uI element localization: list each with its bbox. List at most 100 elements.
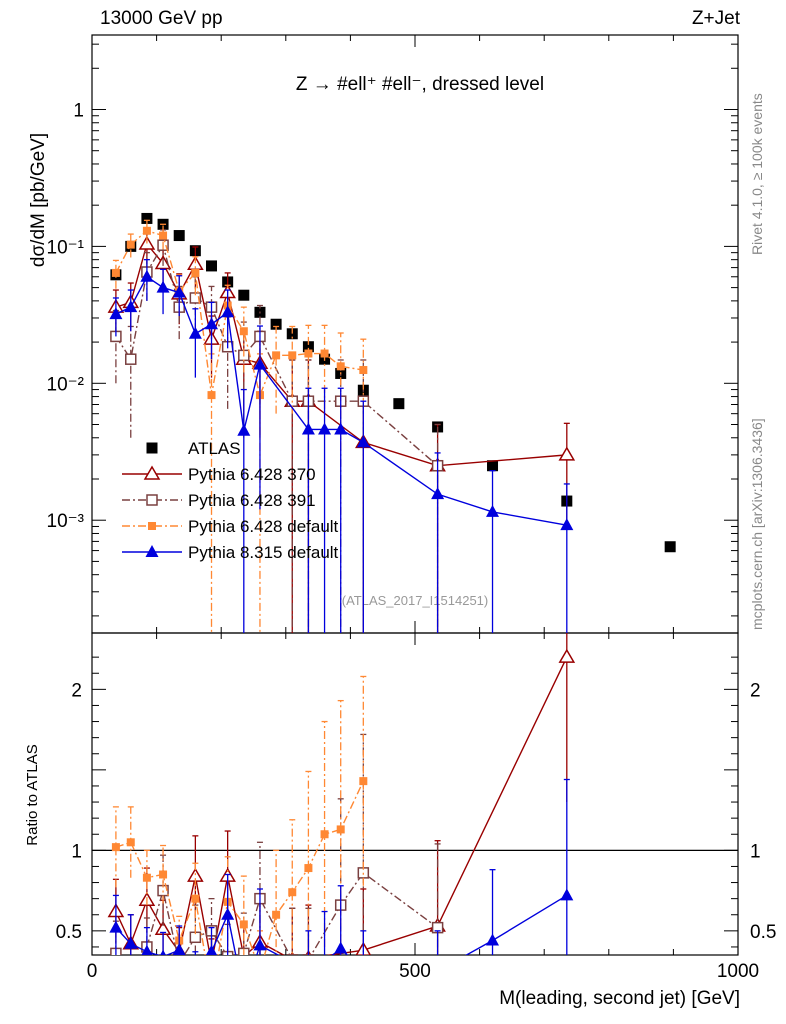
data-point-atlas xyxy=(302,341,314,353)
data-point-pythia-8-315-default xyxy=(109,307,123,320)
data-point-atlas xyxy=(206,260,218,272)
legend-item-atlas: ATLAS xyxy=(146,439,241,458)
y-axis-label: dσ/dM [pb/GeV] xyxy=(28,133,49,267)
data-point-pythia-6-428-default xyxy=(126,240,135,249)
ratio-point-pythia-6-428-default xyxy=(142,873,151,882)
rivet-version-label: Rivet 4.1.0, ≥ 100k events xyxy=(749,93,765,255)
mcplots-source-label: mcplots.cern.ch [arXiv:1306.3436] xyxy=(749,418,765,630)
ratio-point-pythia-6-428-default xyxy=(239,920,248,929)
ratio-series-pythia-6-428-default xyxy=(111,675,368,955)
data-point-atlas xyxy=(270,318,282,330)
data-point-pythia-8-315-default xyxy=(253,357,267,370)
x-tick-label: 500 xyxy=(399,961,431,982)
legend-label-pythia-8-315-default: Pythia 8.315 default xyxy=(188,543,339,562)
ratio-point-pythia-8-315-default xyxy=(302,964,315,976)
data-point-pythia-8-315-default xyxy=(486,504,500,517)
ratio-point-pythia-6-428-default xyxy=(191,894,200,903)
data-point-pythia-8-315-default xyxy=(188,326,202,339)
data-point-pythia-6-428-370 xyxy=(558,446,576,461)
legend-label-atlas: ATLAS xyxy=(188,439,241,458)
y-tick-label: 10⁻² xyxy=(47,374,85,395)
data-point-pythia-6-428-default xyxy=(207,391,216,400)
ratio-point-pythia-8-315-default xyxy=(486,933,500,946)
data-point-pythia-8-315-default xyxy=(140,269,154,282)
ratio-point-pythia-8-315-default xyxy=(560,888,574,901)
data-point-pythia-6-428-default xyxy=(239,327,248,336)
data-point-atlas xyxy=(487,460,499,472)
header-process-label: Z+Jet xyxy=(692,8,741,29)
data-point-pythia-6-428-default xyxy=(336,362,345,371)
ratio-point-pythia-8-315-default xyxy=(431,964,444,976)
data-point-atlas xyxy=(286,328,298,340)
data-point-atlas xyxy=(238,289,250,301)
ratio-point-pythia-8-315-default xyxy=(324,954,325,955)
legend: ATLAS Pythia 6.428 370 Pythia 6.428 391 Pyt… xyxy=(122,439,339,562)
ratio-point-pythia-8-315-default xyxy=(189,964,202,976)
data-point-pythia-6-428-default xyxy=(359,366,368,375)
ratio-y-tick-label-right: 2 xyxy=(750,680,761,701)
ratio-clip-group xyxy=(107,633,576,992)
ratio-y-tick-label: 0.5 xyxy=(56,922,82,943)
data-point-atlas xyxy=(173,230,185,242)
data-point-pythia-8-315-default xyxy=(560,518,574,531)
legend-marker-pythia-8-315-default xyxy=(145,545,159,557)
ratio-y-tick-label: 1 xyxy=(71,841,82,862)
data-point-pythia-8-315-default xyxy=(172,285,186,298)
legend-item-pythia-6-428-370: Pythia 6.428 370 xyxy=(122,465,316,484)
legend-item-pythia-6-428-391: Pythia 6.428 391 xyxy=(122,491,316,510)
y-tick-label: 10⁻³ xyxy=(47,511,85,532)
data-point-pythia-8-315-default xyxy=(237,423,251,436)
ratio-point-pythia-6-428-default xyxy=(320,830,329,839)
chart-title: Z → #ell⁺ #ell⁻, dressed level xyxy=(296,74,544,95)
ratio-point-pythia-8-315-default xyxy=(172,943,186,955)
data-point-pythia-8-315-default xyxy=(356,435,370,448)
legend-label-pythia-6-428-default: Pythia 6.428 default xyxy=(188,517,339,536)
data-point-pythia-8-315-default xyxy=(156,280,170,293)
y-tick-label: 1 xyxy=(73,100,84,121)
legend-marker-pythia-6-428-370 xyxy=(143,465,161,480)
series-line-pythia-6-428-default xyxy=(115,230,364,398)
main-clip-group xyxy=(107,212,676,633)
ratio-point-pythia-6-428-391 xyxy=(126,982,136,992)
ratio-point-pythia-8-315-default xyxy=(334,941,348,954)
legend-marker-pythia-6-428-default xyxy=(148,522,156,530)
axis-ticks xyxy=(91,35,739,955)
ratio-point-pythia-8-315-default xyxy=(160,949,166,955)
ratio-point-pythia-6-428-default xyxy=(159,870,168,879)
ratio-point-pythia-6-428-391 xyxy=(302,954,315,955)
ratio-plot-series xyxy=(107,633,576,992)
ratio-point-pythia-6-428-default xyxy=(304,864,313,873)
legend-label-pythia-6-428-370: Pythia 6.428 370 xyxy=(188,465,316,484)
ratio-point-pythia-8-315-default xyxy=(109,920,123,933)
data-point-pythia-8-315-default xyxy=(334,422,348,435)
analysis-label: (ATLAS_2017_I1514251) xyxy=(342,593,488,608)
legend-marker-atlas xyxy=(146,442,158,454)
ratio-point-pythia-6-428-default xyxy=(288,888,297,897)
x-tick-label: 1000 xyxy=(717,961,759,982)
ratio-point-pythia-6-428-370 xyxy=(558,648,576,663)
data-point-pythia-8-315-default xyxy=(221,305,235,318)
header-energy-label: 13000 GeV pp xyxy=(100,8,223,29)
ratio-point-pythia-6-428-default xyxy=(359,777,368,786)
ratio-point-pythia-6-428-default xyxy=(272,910,281,919)
ratio-y-tick-label-right: 1 xyxy=(750,841,761,862)
ratio-point-pythia-8-315-default xyxy=(205,944,218,955)
ratio-line-pythia-6-428-default xyxy=(115,780,364,955)
legend-item-pythia-6-428-default: Pythia 6.428 default xyxy=(122,517,339,536)
ratio-point-pythia-8-315-default xyxy=(253,938,267,951)
x-tick-label: 0 xyxy=(87,961,98,982)
data-point-pythia-8-315-default xyxy=(205,317,219,330)
data-point-pythia-6-428-default xyxy=(159,231,168,240)
data-point-pythia-6-428-391 xyxy=(125,353,137,365)
ratio-y-tick-label: 2 xyxy=(71,680,82,701)
legend-label-pythia-6-428-391: Pythia 6.428 391 xyxy=(188,491,316,510)
ratio-point-pythia-6-428-391 xyxy=(286,954,299,955)
ratio-y-axis-label: Ratio to ATLAS xyxy=(24,744,41,845)
data-point-atlas xyxy=(393,398,405,410)
ratio-point-pythia-8-315-default xyxy=(124,936,138,949)
series-pythia-6-428-391 xyxy=(110,229,444,633)
ratio-line-pythia-6-428-391 xyxy=(115,871,439,955)
data-point-pythia-6-428-default xyxy=(272,351,281,360)
data-point-pythia-8-315-default xyxy=(318,422,332,435)
